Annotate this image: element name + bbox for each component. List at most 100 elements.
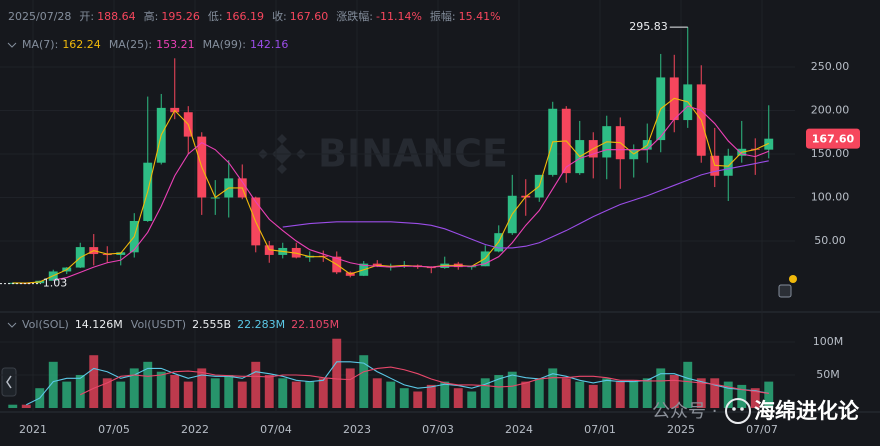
volume-bar [588,384,598,408]
header-value: 188.64 [97,10,136,23]
wechat-account: 公众号 · [652,401,717,422]
y-tick-label: 100M [813,335,844,348]
volume-bar [413,391,423,408]
legend-name: Vol(USDT) [131,318,186,331]
volume-bar [372,378,382,408]
header: 2025/07/28 开: 188.64 高: 195.26 低: 166.19 收: 167.… [8,9,501,23]
volume-bar [440,381,450,408]
volume-bar [102,378,112,408]
last-price-badge [806,128,860,149]
volume-bar [21,404,31,408]
y-tick-label: 150.00 [811,147,850,160]
volume-bar [332,338,342,408]
ma-line [12,97,769,284]
x-tick-label: 07/03 [422,423,454,436]
legend-value: 142.16 [250,38,289,51]
volume-bar [197,368,207,408]
volume-bar [318,378,328,408]
volume-bar [507,371,517,408]
legend-toggle [7,322,17,328]
volume-bar [129,368,139,408]
y-tick-label: 200.00 [811,103,850,116]
header-value: 195.26 [161,10,200,23]
volume-bar [723,381,733,408]
volume-bar [75,375,85,408]
volume-bar [386,381,396,408]
volume-bar [467,391,477,408]
volume-bar [264,375,274,408]
legend-name: MA(25): [109,38,152,51]
volume-bar [602,378,612,408]
wechat-name: 海绵进化论 [754,399,860,423]
header-value: 166.19 [226,10,265,23]
wechat-watermark: 公众号 · 海绵进化论 [652,398,860,424]
legend-value: 14.126M [75,318,123,331]
header-label: 涨跌幅: [336,9,373,23]
volume-bar [710,378,720,408]
volume-bar [156,371,166,408]
volume-bar [399,388,409,408]
volume-bar [642,378,652,408]
ma-line [282,160,769,249]
volume-bar [345,368,355,408]
volume-bar [737,384,747,408]
volume-bar [453,388,463,408]
x-tick-label: 07/07 [746,423,778,436]
volume-bar [480,378,490,408]
volume-bar [521,381,531,408]
button-box[interactable] [1,367,17,397]
volume-bar [237,381,247,408]
x-tick-label: 2025 [667,423,695,436]
x-tick-label: 2022 [181,423,209,436]
alert-dot[interactable] [789,275,797,283]
min-label: 1.03 [43,277,68,290]
x-tick-label: 07/04 [260,423,292,436]
header-value: -11.14% [376,10,422,23]
wechat-icon-eye [740,407,744,411]
header-label: 低: [208,10,223,23]
x-tick-label: 2021 [19,423,47,436]
volume-bar [764,381,774,408]
x-tick-label: 07/05 [98,423,130,436]
last-price-label: 167.60 [812,133,855,146]
volume-bar [143,361,153,408]
volume-bar [534,378,544,408]
y-tick-label: 50.00 [814,234,846,247]
wechat-icon [725,398,751,424]
legend-value: 22.105M [291,318,339,331]
volume-bar [210,378,220,408]
volume-bar [251,361,261,408]
legend-value: 153.21 [156,38,195,51]
volume-bar [89,355,99,408]
volume-bar [62,381,72,408]
y-tick-label: 250.00 [811,60,850,73]
volume-bar [426,384,436,408]
legend-toggle [7,42,17,48]
header-value: 15.41% [459,10,501,23]
volume-bar [615,381,625,408]
x-tick-label: 2023 [343,423,371,436]
volume-bar [224,375,234,408]
volume-bar [8,404,18,408]
scroll-left-button[interactable] [1,367,17,397]
volume-legend: Vol(SOL) 14.126M Vol(USDT) 2.555B 22.283M 22.… [22,318,339,331]
volume-bar [750,388,760,408]
volume-bar [278,378,288,408]
header-date: 2025/07/28 [8,10,71,23]
wechat-icon-eye [732,407,736,411]
legend-value: 2.555B [192,318,231,331]
header-value: 167.60 [290,10,329,23]
x-tick-label: 07/01 [584,423,616,436]
legend-name: MA(7): [22,38,58,51]
volume-bar [359,355,369,408]
volume-bar [548,368,558,408]
y-tick-label: 50M [816,368,840,381]
max-label: 295.83 [629,20,668,33]
volume-bar [575,381,585,408]
tool-icon[interactable] [778,284,792,298]
volume-bar [305,381,315,408]
legend-value: 22.283M [237,318,285,331]
volume-bar [116,381,126,408]
button-arrow [6,375,12,389]
y-tick-label: 100.00 [811,191,850,204]
